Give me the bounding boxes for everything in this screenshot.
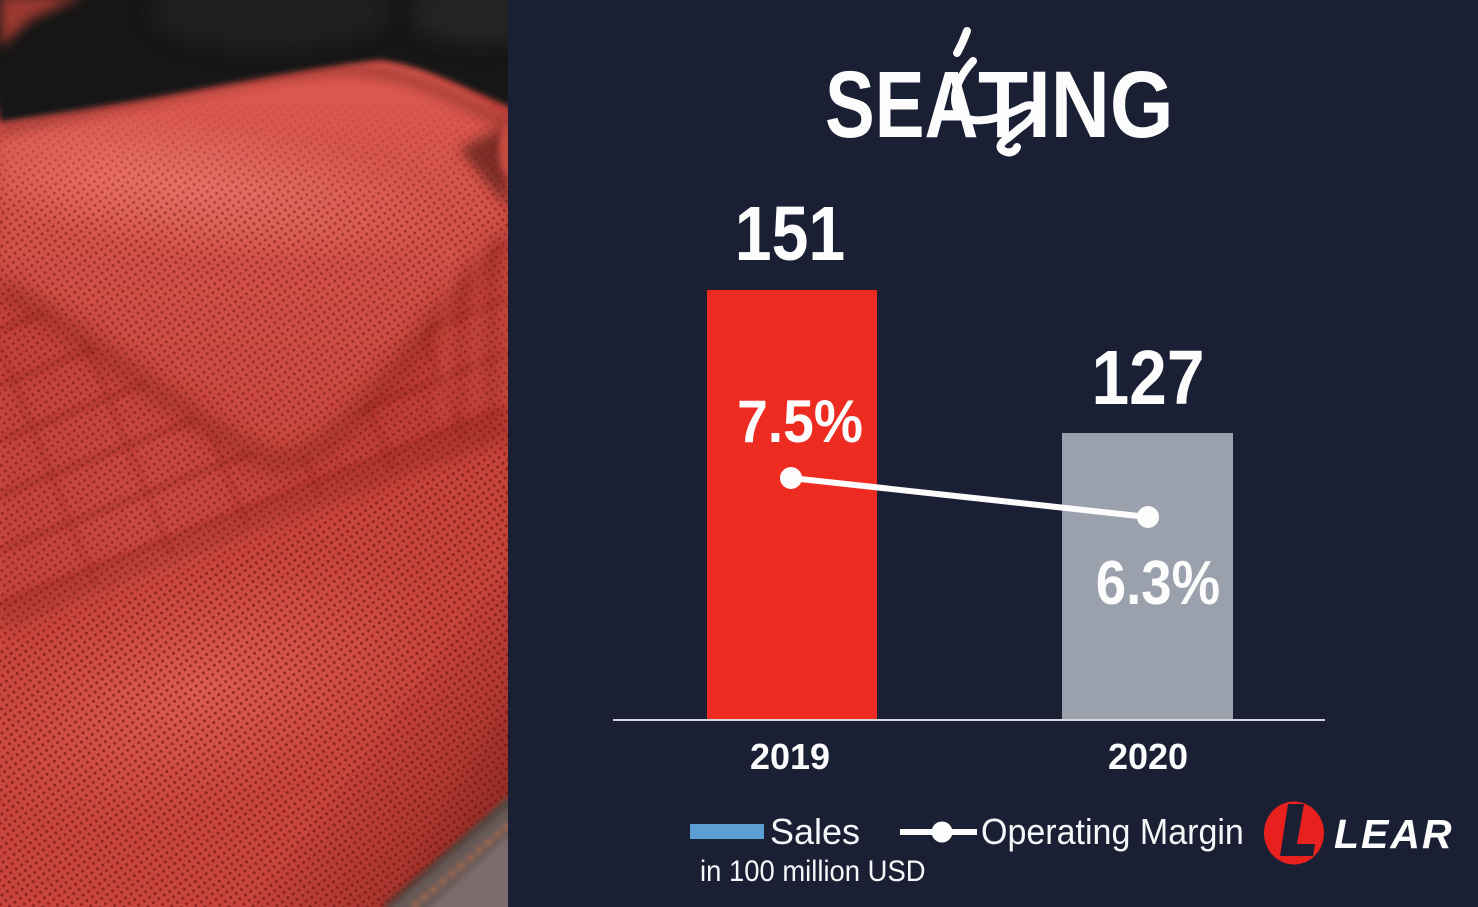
svg-text:LEAR: LEAR — [1334, 811, 1454, 857]
